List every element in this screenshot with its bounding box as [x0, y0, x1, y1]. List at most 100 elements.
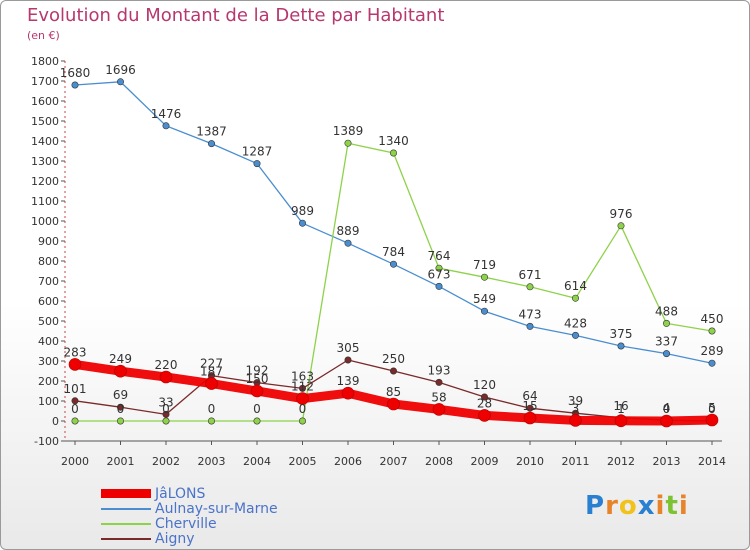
- data-label-2: 0: [208, 402, 216, 416]
- legend-swatch-jalons: [101, 489, 151, 498]
- y-tick-label: 1200: [31, 175, 59, 188]
- data-point-1: [71, 81, 79, 89]
- data-point-2: [117, 417, 125, 425]
- data-label-1: 289: [701, 344, 724, 358]
- data-label-2: 0: [117, 402, 125, 416]
- brand-letter: r: [605, 491, 619, 521]
- legend-label-cherville: Cherville: [155, 516, 217, 532]
- data-label-1: 1287: [242, 145, 273, 159]
- y-tick-label: 600: [38, 295, 59, 308]
- x-tick-label: 2005: [289, 455, 317, 468]
- data-point-3: [71, 397, 79, 405]
- y-tick-label: 900: [38, 235, 59, 248]
- data-point-0: [341, 386, 355, 400]
- data-label-2: 1389: [333, 124, 364, 138]
- data-point-1: [617, 342, 625, 350]
- y-tick-label: -100: [34, 435, 59, 448]
- data-label-3: 193: [428, 363, 451, 377]
- y-tick-label: 1000: [31, 215, 59, 228]
- legend-swatch-aigny: [101, 538, 151, 540]
- y-tick-label: 1800: [31, 55, 59, 68]
- data-point-3: [389, 367, 397, 375]
- data-point-3: [480, 393, 488, 401]
- data-label-2: 450: [701, 312, 724, 326]
- brand-letter: x: [637, 491, 656, 521]
- data-label-1: 1680: [60, 66, 91, 80]
- data-label-0: 220: [155, 358, 178, 372]
- data-point-0: [614, 414, 628, 428]
- x-tick-label: 2006: [334, 455, 362, 468]
- brand-letter: t: [665, 491, 679, 521]
- data-label-1: 375: [610, 327, 633, 341]
- data-point-1: [253, 160, 261, 168]
- y-tick-label: 1600: [31, 95, 59, 108]
- data-point-2: [435, 264, 443, 272]
- data-point-2: [662, 319, 670, 327]
- data-point-2: [298, 417, 306, 425]
- data-point-1: [298, 219, 306, 227]
- legend-label-jalons: JâLONS: [155, 486, 206, 502]
- data-label-3: 101: [64, 382, 87, 396]
- data-point-0: [569, 414, 582, 427]
- y-tick-label: 1300: [31, 155, 59, 168]
- brand-letter: o: [618, 491, 638, 521]
- data-point-0: [387, 397, 400, 411]
- y-tick-label: 700: [38, 275, 59, 288]
- legend-swatch-cherville: [101, 523, 151, 525]
- data-point-2: [571, 294, 579, 302]
- y-tick-label: 800: [38, 255, 59, 268]
- data-point-3: [344, 356, 352, 364]
- y-tick-label: 200: [38, 375, 59, 388]
- data-label-2: 488: [655, 304, 678, 318]
- data-point-1: [708, 359, 716, 367]
- data-point-1: [526, 322, 534, 330]
- data-label-1: 673: [428, 267, 451, 281]
- data-point-0: [159, 370, 173, 384]
- data-label-2: 0: [299, 402, 307, 416]
- x-tick-label: 2007: [380, 455, 408, 468]
- data-label-0: 249: [109, 352, 132, 366]
- data-point-2: [617, 222, 625, 230]
- brand-letter: i: [655, 491, 666, 521]
- data-label-3: 4: [663, 401, 671, 415]
- data-point-1: [435, 282, 443, 290]
- data-label-3: 69: [113, 388, 128, 402]
- data-label-2: 671: [519, 268, 542, 282]
- y-tick-label: 1700: [31, 75, 59, 88]
- data-label-0: 15: [522, 399, 537, 413]
- data-point-0: [205, 377, 218, 390]
- y-tick-label: 400: [38, 335, 59, 348]
- y-tick-label: 1500: [31, 115, 59, 128]
- data-label-0: 112: [291, 380, 314, 394]
- data-label-1: 1696: [105, 63, 136, 77]
- data-point-2: [389, 149, 397, 157]
- data-point-2: [71, 417, 79, 425]
- x-tick-label: 2001: [107, 455, 135, 468]
- data-point-3: [526, 404, 534, 412]
- data-point-0: [705, 413, 719, 427]
- data-label-3: 163: [291, 369, 314, 383]
- data-label-1: 473: [519, 307, 542, 321]
- y-tick-label: 300: [38, 355, 59, 368]
- data-point-2: [253, 417, 261, 425]
- y-tick-label: 500: [38, 315, 59, 328]
- data-point-1: [480, 307, 488, 315]
- data-label-0: 3: [572, 401, 580, 415]
- data-point-0: [523, 411, 537, 425]
- data-point-2: [162, 417, 170, 425]
- data-label-2: 976: [610, 207, 633, 221]
- x-tick-label: 2009: [471, 455, 499, 468]
- data-label-3: 120: [473, 378, 496, 392]
- data-label-2: 764: [428, 249, 451, 263]
- data-label-1: 784: [382, 245, 405, 259]
- data-point-2: [708, 327, 716, 335]
- data-point-1: [344, 239, 352, 247]
- legend-label-aigny: Aigny: [155, 531, 195, 547]
- data-point-1: [162, 122, 170, 130]
- x-tick-label: 2008: [425, 455, 453, 468]
- data-label-2: 719: [473, 258, 496, 272]
- data-point-0: [478, 409, 491, 422]
- data-label-1: 989: [291, 204, 314, 218]
- data-point-1: [571, 331, 579, 339]
